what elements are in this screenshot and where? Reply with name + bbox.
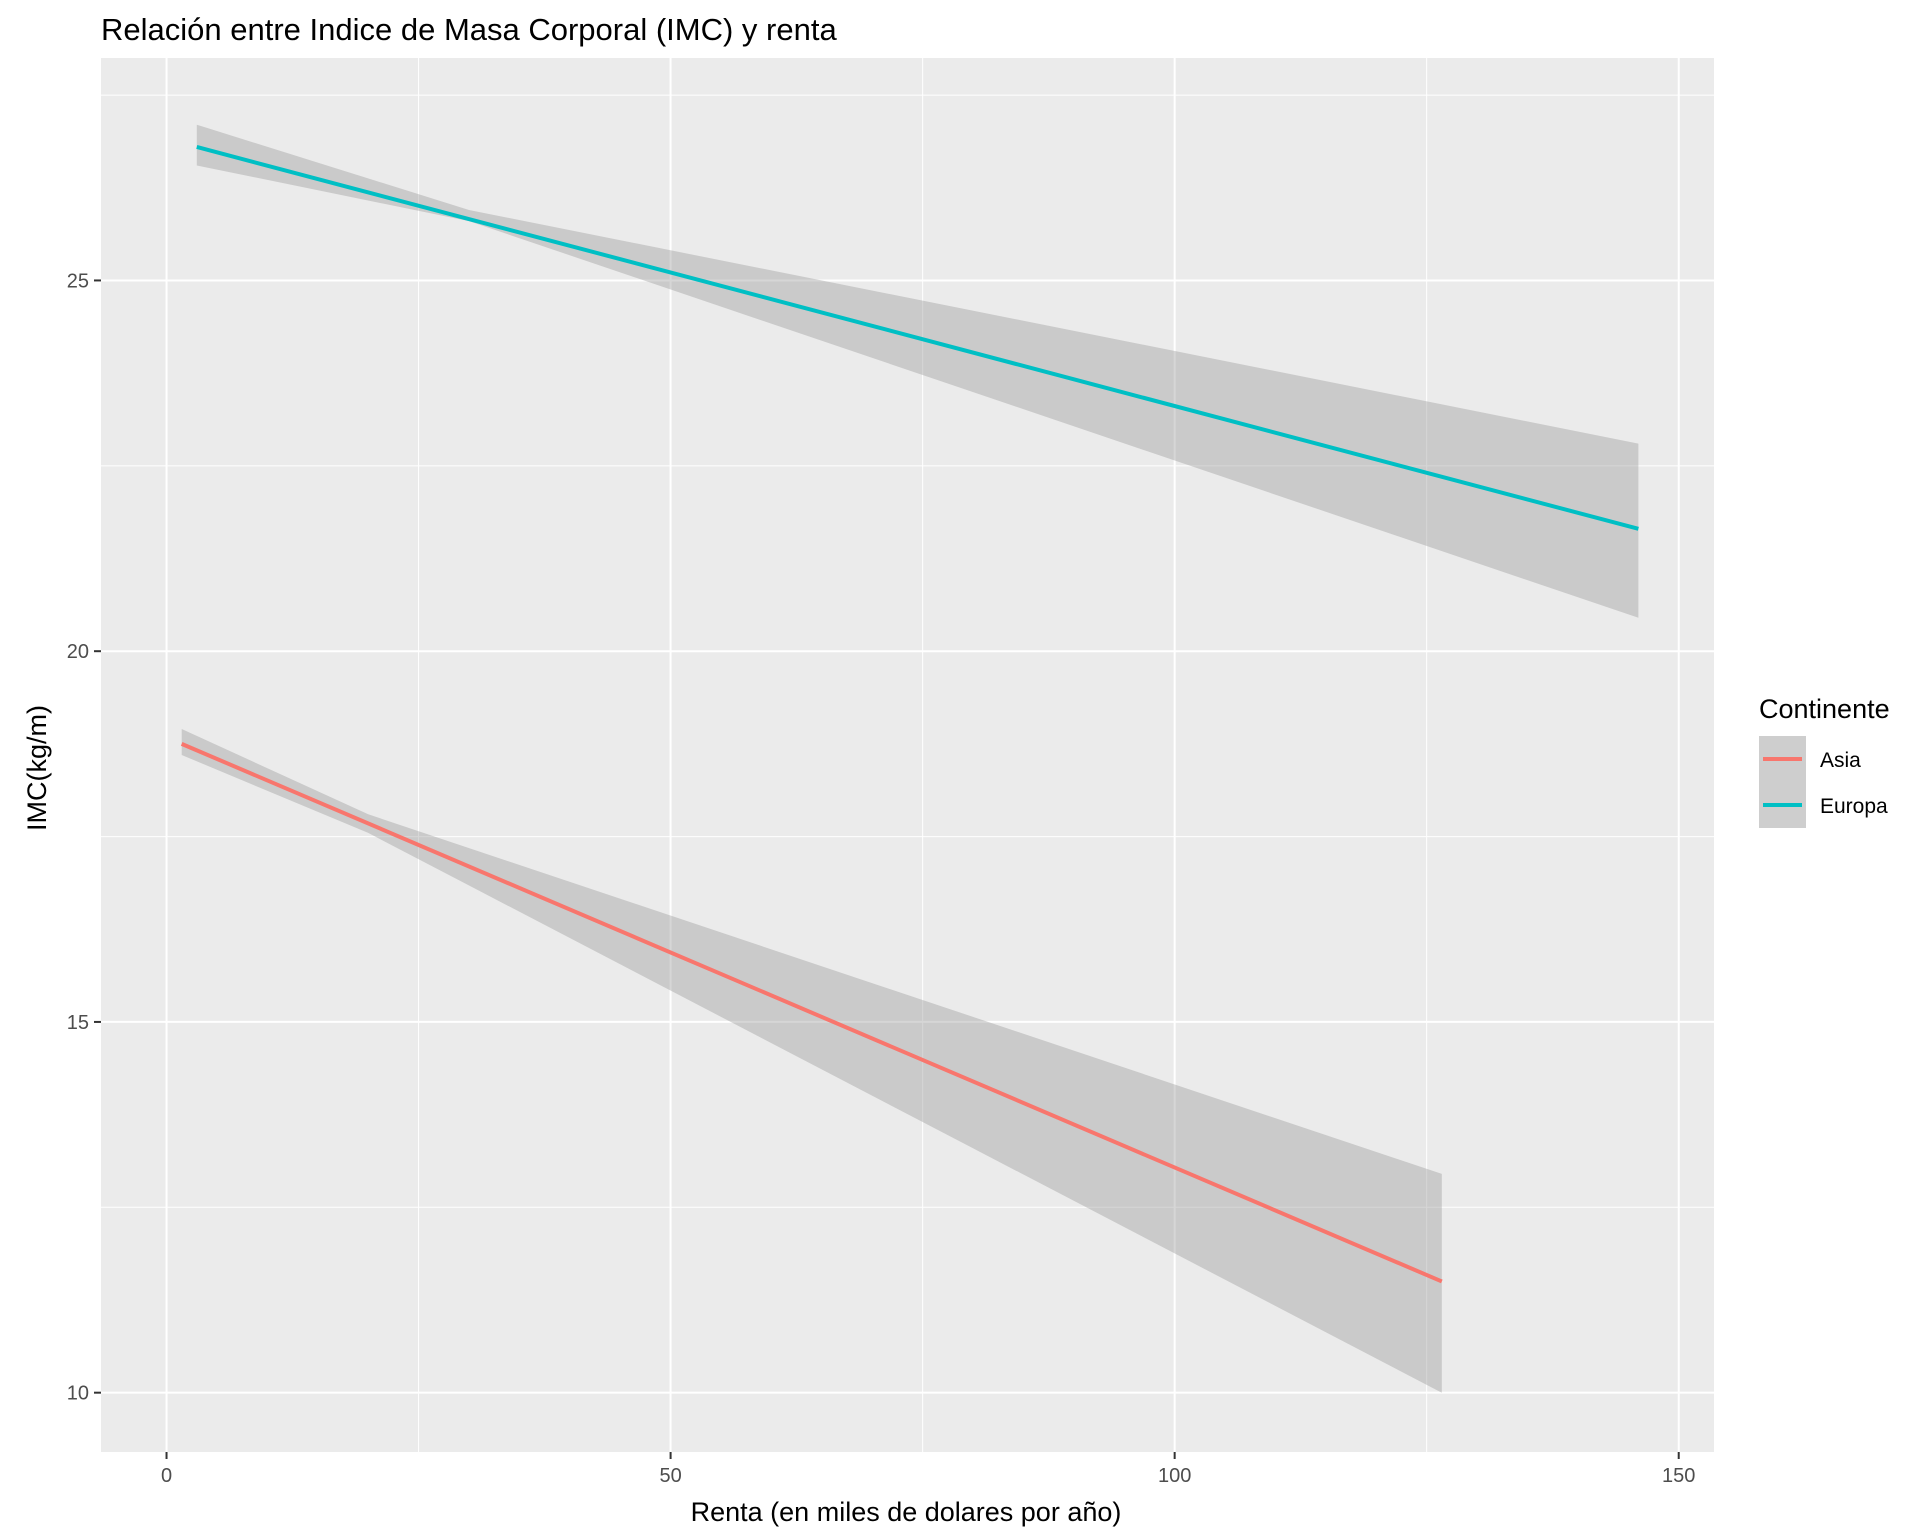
x-tick-label: 100 xyxy=(1158,1465,1191,1487)
x-tick-label: 150 xyxy=(1662,1465,1695,1487)
y-tick-label: 15 xyxy=(67,1012,89,1034)
y-tick-label: 10 xyxy=(67,1383,89,1405)
minor-gridlines xyxy=(101,58,1714,1452)
legend-label-asia: Asia xyxy=(1820,749,1861,772)
y-tick-label: 25 xyxy=(67,270,89,292)
regression-lines xyxy=(180,145,1639,1284)
confidence-band-europa xyxy=(196,124,1639,618)
y-tick-label: 20 xyxy=(67,641,89,663)
confidence-band-asia xyxy=(181,729,1442,1393)
legend-keys: Asia Europa xyxy=(1759,736,1888,828)
x-tick-label: 50 xyxy=(659,1465,681,1487)
legend-label-europa: Europa xyxy=(1820,795,1888,818)
plot-panel xyxy=(101,58,1714,1452)
x-tick-label: 0 xyxy=(161,1465,172,1487)
confidence-bands xyxy=(181,124,1639,1393)
chart-title: Relación entre Indice de Masa Corporal (… xyxy=(101,12,837,47)
legend-title: Continente xyxy=(1759,694,1890,724)
x-axis: 0 50 100 150 xyxy=(161,1452,1695,1487)
y-axis-title: IMC(kg/m) xyxy=(22,705,52,831)
major-gridlines xyxy=(101,58,1714,1452)
regression-line-europa xyxy=(196,145,1639,531)
legend: Continente Asia Europa xyxy=(1759,694,1890,828)
x-axis-title: Renta (en miles de dolares por año) xyxy=(691,1497,1122,1527)
regression-line-asia xyxy=(180,742,1443,1284)
y-axis: 10 15 20 25 xyxy=(67,270,101,1405)
